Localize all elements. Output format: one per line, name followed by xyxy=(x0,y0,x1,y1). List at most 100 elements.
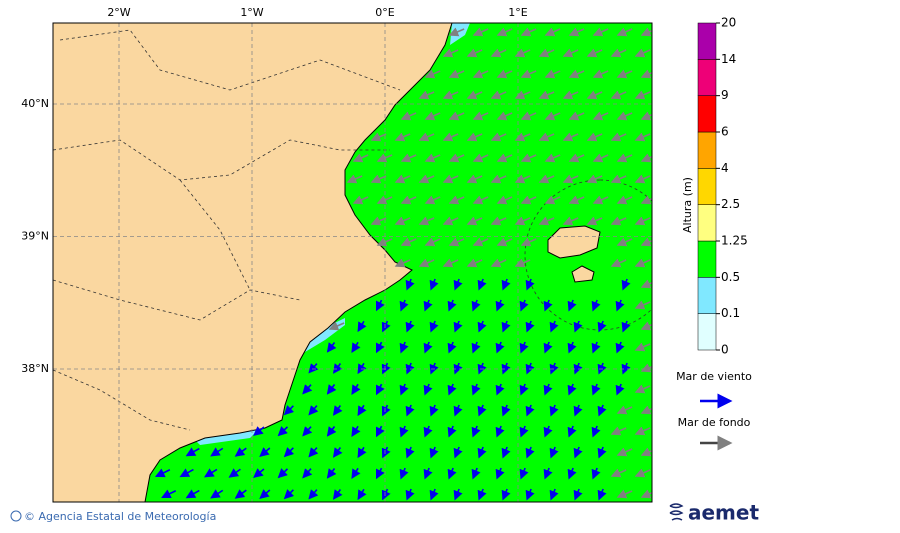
wave-arrow xyxy=(448,111,465,121)
wave-arrow xyxy=(640,111,652,121)
wave-arrow xyxy=(519,425,529,438)
wave-arrow xyxy=(610,48,627,58)
wave-arrow xyxy=(448,237,465,247)
wave-arrow xyxy=(442,90,459,100)
wave-arrow xyxy=(400,111,417,121)
wave-arrow xyxy=(568,111,585,121)
wave-arrow xyxy=(525,404,535,417)
wave-arrow xyxy=(399,383,409,396)
wave-arrow xyxy=(394,174,411,184)
colorbar-class xyxy=(697,59,717,96)
colorbar-class xyxy=(697,277,717,314)
wave-arrow xyxy=(634,48,651,58)
map xyxy=(53,23,652,502)
wave-arrow xyxy=(490,216,507,226)
wave-arrow xyxy=(543,425,553,438)
wave-arrow xyxy=(376,299,385,312)
wave-arrow xyxy=(204,468,218,478)
wave-arrow xyxy=(615,341,625,354)
wave-arrow xyxy=(634,258,651,268)
wave-arrow xyxy=(634,384,651,394)
logo-icon xyxy=(669,503,684,521)
wave-arrow xyxy=(514,48,531,58)
wave-arrow xyxy=(429,320,439,333)
wave-arrow xyxy=(586,132,603,142)
wave-arrow xyxy=(447,383,457,396)
wave-arrow xyxy=(592,153,609,163)
wave-arrow xyxy=(448,27,465,37)
wave-arrow xyxy=(376,425,385,438)
wave-arrow xyxy=(567,467,577,480)
wave-arrow xyxy=(573,488,583,501)
colorbar-class xyxy=(697,313,717,351)
wave-arrow xyxy=(471,425,481,438)
wave-arrow xyxy=(326,384,337,395)
wave-arrow xyxy=(640,237,652,247)
wave-arrow xyxy=(447,425,457,438)
wave-arrow xyxy=(447,341,457,354)
wave-arrow xyxy=(567,383,577,396)
wave-arrow xyxy=(423,425,433,438)
wave-arrow xyxy=(210,489,224,499)
lon-label: 1°W xyxy=(240,6,263,19)
wave-arrow xyxy=(586,48,603,58)
wave-arrow xyxy=(549,362,559,375)
wave-arrow xyxy=(621,320,631,333)
colorbar-class xyxy=(697,95,717,133)
wave-arrow xyxy=(640,195,652,205)
wave-arrow xyxy=(400,195,417,205)
wave-arrow xyxy=(501,404,511,417)
wave-arrow xyxy=(429,488,439,501)
wave-arrow xyxy=(514,258,531,268)
wave-arrow xyxy=(302,468,313,479)
lat-label: 40°N xyxy=(21,97,49,110)
wave-arrow xyxy=(573,404,583,417)
wave-arrow xyxy=(538,174,555,184)
wave-arrow xyxy=(597,362,607,375)
wave-arrow xyxy=(326,426,337,437)
wave-arrow xyxy=(400,153,417,163)
wave-arrow xyxy=(610,132,627,142)
colorbar-label: 20 xyxy=(721,16,736,30)
wave-arrow xyxy=(520,111,537,121)
wave-arrow xyxy=(185,447,200,457)
wave-arrow xyxy=(376,467,385,480)
wave-arrow xyxy=(351,425,361,438)
wave-arrow xyxy=(405,446,415,459)
wave-arrow xyxy=(519,467,529,480)
wave-arrow xyxy=(332,363,343,374)
wave-arrow xyxy=(210,447,224,457)
wave-arrow xyxy=(538,90,555,100)
wave-arrow xyxy=(357,362,367,375)
wave-arrow xyxy=(573,446,583,459)
wave-arrow xyxy=(453,320,463,333)
wave-arrow xyxy=(234,489,247,499)
wave-arrow xyxy=(429,278,439,291)
wave-arrow xyxy=(277,426,289,437)
wave-arrow xyxy=(376,383,385,396)
wave-arrow xyxy=(453,488,463,501)
wave-arrow xyxy=(161,489,177,499)
wave-arrow xyxy=(610,258,627,268)
wave-arrow xyxy=(283,447,294,458)
wave-arrow xyxy=(544,27,561,37)
wave-arrow xyxy=(640,489,652,499)
wave-arrow xyxy=(472,27,489,37)
wave-arrow xyxy=(634,90,651,100)
wave-arrow xyxy=(525,278,535,291)
wave-arrow xyxy=(357,446,367,459)
wave-arrow xyxy=(519,383,529,396)
wave-arrow xyxy=(514,132,531,142)
wave-arrow xyxy=(525,362,535,375)
wave-arrow xyxy=(640,69,652,79)
wave-arrow xyxy=(332,489,343,500)
wave-arrow xyxy=(544,195,561,205)
wave-arrow xyxy=(453,362,463,375)
wave-arrow xyxy=(520,69,537,79)
wave-arrow xyxy=(442,216,459,226)
wave-arrow xyxy=(514,90,531,100)
wave-arrow xyxy=(332,405,343,416)
colorbar-label: 0.1 xyxy=(721,306,740,320)
wave-arrow xyxy=(472,195,489,205)
wave-arrow xyxy=(332,447,343,458)
